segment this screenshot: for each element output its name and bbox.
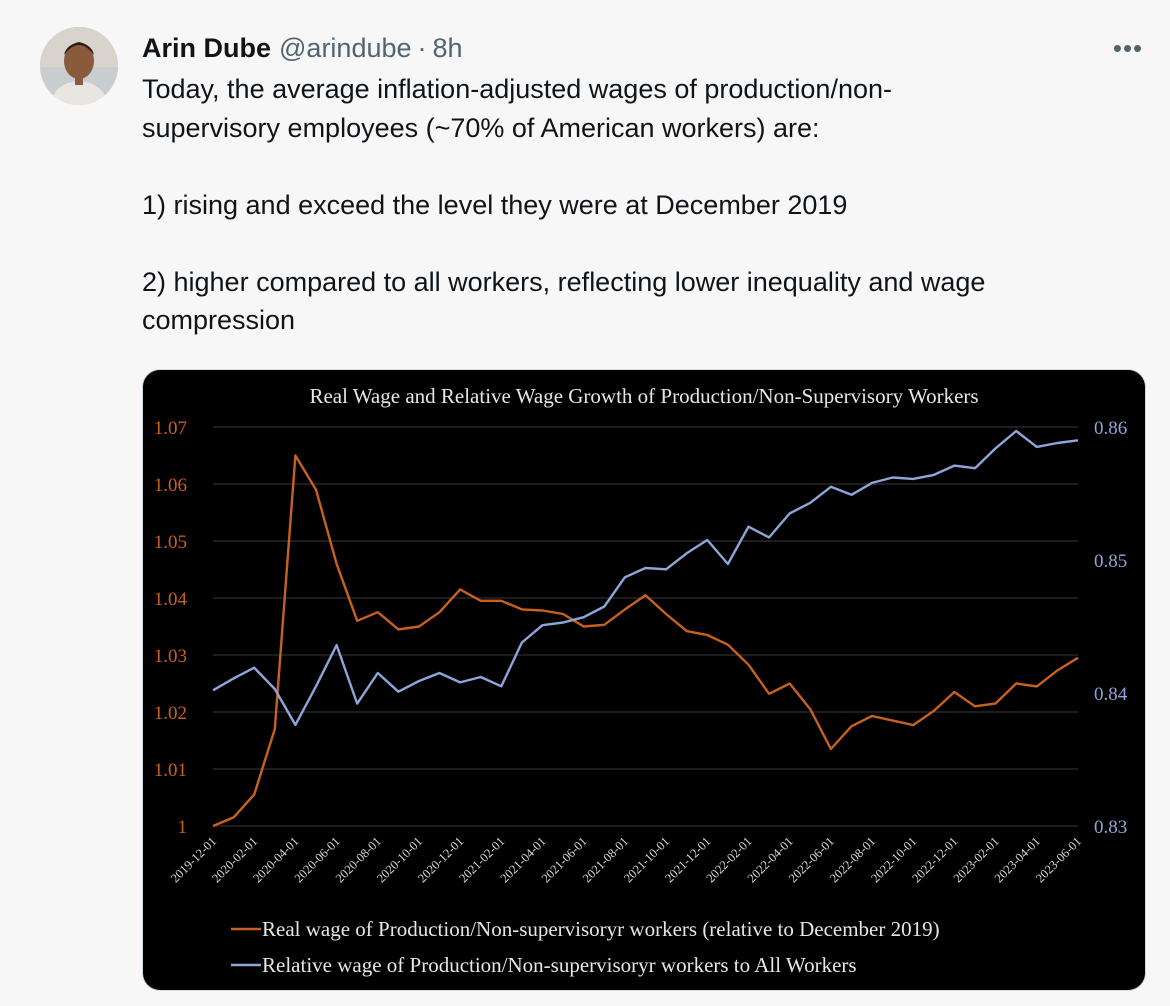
tweet-text-line: compression	[142, 305, 296, 335]
series-line-real-wage	[212, 454, 1079, 828]
series-line-relative-wage	[212, 429, 1079, 727]
right-axis-tick-label: 0.84	[1094, 684, 1128, 705]
tweet-text: Today, the average inflation-adjusted wa…	[142, 70, 1132, 340]
tweet-text-line: 1) rising and exceed the level they were…	[142, 189, 848, 220]
legend-label-real-wage: Real wage of Production/Non-supervisoryr…	[262, 917, 940, 941]
left-axis-tick-label: 1.06	[154, 475, 187, 496]
right-axis-tick-label: 0.83	[1094, 817, 1127, 838]
chart: Real Wage and Relative Wage Growth of Pr…	[154, 384, 1128, 977]
separator-dot: ·	[417, 32, 427, 63]
right-axis-tick-label: 0.85	[1094, 551, 1127, 572]
more-options-button[interactable]: •••	[1108, 32, 1148, 63]
left-axis-tick-label: 1.04	[154, 589, 188, 610]
chart-title: Real Wage and Relative Wage Growth of Pr…	[309, 384, 978, 408]
left-axis-tick-label: 1.03	[154, 646, 187, 667]
author-handle[interactable]: @arindube	[279, 32, 412, 63]
left-axis-tick-label: 1	[178, 817, 188, 838]
author-name[interactable]: Arin Dube	[142, 32, 272, 63]
tweet-header: Arin Dube @arindube · 8h	[142, 30, 463, 66]
legend-label-relative-wage: Relative wage of Production/Non-supervis…	[262, 953, 857, 977]
tweet-text-line: supervisory employees (~70% of American …	[142, 112, 820, 143]
chart-image[interactable]: Real Wage and Relative Wage Growth of Pr…	[142, 369, 1146, 991]
tweet-text-line: Today, the average inflation-adjusted wa…	[142, 74, 892, 104]
left-axis-tick-label: 1.01	[154, 760, 187, 781]
left-axis-tick-label: 1.07	[154, 418, 187, 439]
right-axis-tick-label: 0.86	[1094, 418, 1127, 439]
tweet-timestamp[interactable]: 8h	[432, 32, 463, 63]
avatar[interactable]	[40, 27, 118, 105]
more-icon: •••	[1112, 32, 1144, 63]
left-axis-tick-label: 1.02	[154, 703, 187, 724]
avatar-image	[40, 27, 118, 105]
left-axis-tick-label: 1.05	[154, 532, 187, 553]
tweet-text-line: 2) higher compared to all workers, refle…	[142, 266, 986, 297]
